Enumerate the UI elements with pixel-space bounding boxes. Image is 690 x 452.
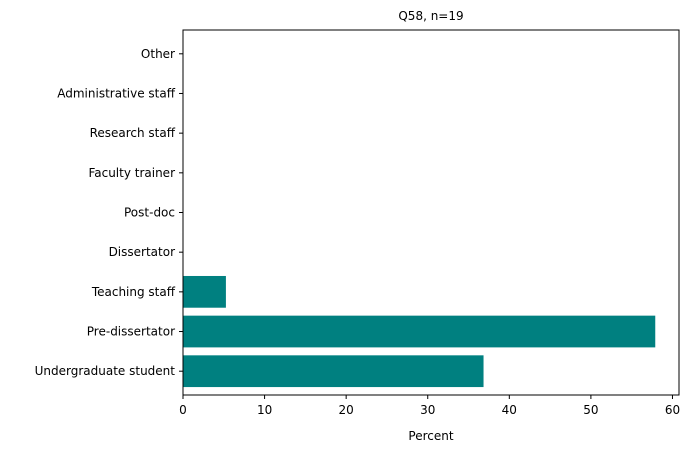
y-tick-label: Dissertator [109,245,176,259]
x-tick-label: 0 [179,403,187,417]
x-tick-label: 10 [257,403,272,417]
bar-undergraduate-student [183,355,484,388]
plot-frame [182,29,680,396]
y-tick-label: Administrative staff [57,86,175,100]
x-tick-label: 40 [502,403,517,417]
y-tick-label: Other [141,47,175,61]
x-axis-label: Percent [408,429,453,443]
x-tick-label: 20 [339,403,354,417]
y-tick-label: Pre-dissertator [87,325,175,339]
x-tick-label: 60 [665,403,680,417]
y-tick-label: Teaching staff [91,285,176,299]
y-tick-label: Faculty trainer [88,166,175,180]
y-tick-label: Undergraduate student [35,364,176,378]
chart-title: Q58, n=19 [398,9,463,23]
bar-pre-dissertator [183,315,656,348]
y-axis: Undergraduate student Pre-dissertator Teac… [35,47,183,378]
bar-teaching-staff [183,275,226,308]
x-tick-label: 50 [583,403,598,417]
x-axis: 0 10 20 30 40 50 60 [179,395,680,417]
y-tick-label: Research staff [90,126,176,140]
y-tick-label: Post-doc [124,206,175,220]
bars [183,275,656,388]
x-tick-label: 30 [420,403,435,417]
